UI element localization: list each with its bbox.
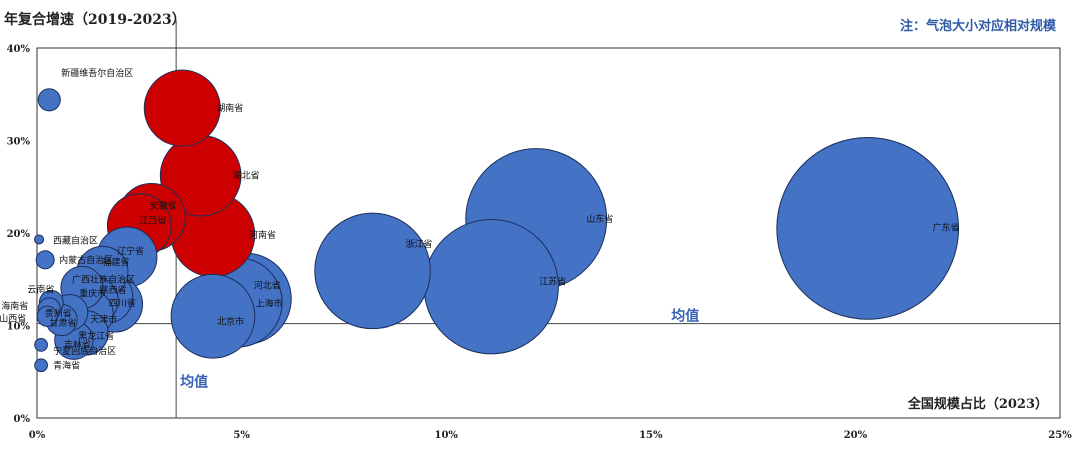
bubble-label: 河北省	[254, 280, 281, 292]
bubble-label: 江苏省	[539, 276, 566, 288]
x-axis-label: 全国规模占比（2023）	[907, 396, 1048, 412]
bubble-label: 上海市	[256, 297, 283, 309]
bubble	[314, 212, 431, 330]
bubble	[35, 250, 55, 270]
x-tick-label: 10%	[434, 430, 458, 441]
mean-line-label-horizontal: 均值	[671, 308, 699, 325]
bubble-label: 广西壮族自治区	[72, 274, 135, 286]
bubble	[34, 338, 48, 352]
bubble-label: 吉林省	[64, 338, 91, 350]
chart-title: 年复合增速（2019-2023）	[4, 11, 186, 28]
bubble-label: 湖南省	[216, 102, 243, 114]
x-tick-label: 0%	[29, 430, 46, 441]
x-tick-label: 20%	[844, 430, 868, 441]
bubble	[170, 273, 256, 359]
bubble-label: 重庆市	[79, 288, 106, 300]
bubble	[776, 137, 960, 320]
bubble-label: 青海省	[53, 359, 80, 371]
plot-area	[36, 47, 1061, 419]
x-tick-label: 5%	[233, 430, 250, 441]
y-tick-label: 10%	[7, 322, 31, 333]
bubble-label: 陕西省	[100, 284, 127, 296]
bubble-label: 安徽省	[150, 199, 177, 211]
bubble	[36, 305, 58, 327]
y-tick-label: 0%	[14, 414, 31, 425]
bubble-label: 辽宁省	[117, 245, 144, 257]
bubble	[37, 88, 61, 112]
bubble-label: 宁夏回族自治区	[53, 345, 116, 357]
x-tick-label: 15%	[639, 430, 663, 441]
bubble-label: 山东省	[586, 213, 613, 225]
y-tick-label: 30%	[7, 137, 31, 148]
bubble-label: 黑龙江省	[78, 330, 114, 342]
bubble-label: 新疆维吾尔自治区	[61, 67, 133, 79]
bubble-label: 贵州省	[45, 308, 72, 320]
bubble-label: 河南省	[249, 229, 276, 241]
bubble-label: 内蒙古自治区	[59, 254, 113, 266]
bubble-label: 浙江省	[406, 238, 433, 250]
bubble-label: 四川省	[109, 297, 136, 309]
bubble-label: 湖北省	[233, 170, 260, 182]
bubble-label: 西藏自治区	[53, 234, 98, 246]
bubble	[34, 234, 45, 245]
bubble-size-note: 注：气泡大小对应相对规模	[900, 18, 1057, 34]
bubble-label: 北京市	[217, 315, 244, 327]
x-tick-label: 25%	[1048, 430, 1072, 441]
bubble	[34, 358, 48, 373]
bubble-label: 山西省	[0, 312, 26, 324]
bubble-label: 广东省	[933, 221, 960, 233]
mean-line-label-vertical: 均值	[180, 374, 208, 391]
y-tick-label: 40%	[7, 44, 31, 55]
bubble-label: 云南省	[27, 283, 54, 295]
bubble-label: 海南省	[1, 300, 28, 312]
y-tick-label: 20%	[7, 229, 31, 240]
bubble-label: 江西省	[139, 215, 166, 227]
bubble	[143, 69, 221, 147]
bubble-label: 甘肃省	[50, 317, 77, 329]
bubble-label: 天津市	[90, 313, 117, 325]
bubble-label: 福建省	[102, 256, 129, 268]
